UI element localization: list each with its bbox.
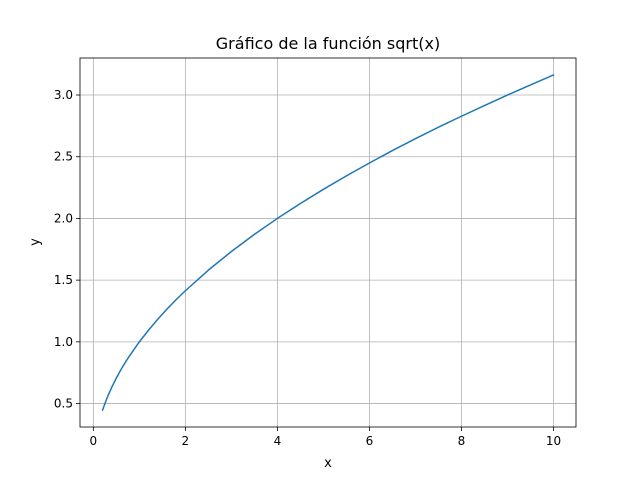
x-tick-label: 10 — [546, 434, 561, 448]
chart-title: Gráfico de la función sqrt(x) — [216, 34, 440, 53]
y-tick-label: 1.5 — [54, 273, 73, 287]
y-axis: 0.5 1.0 1.5 2.0 2.5 3.0 — [54, 88, 80, 411]
plot-area — [101, 74, 555, 412]
y-tick-label: 2.0 — [54, 211, 73, 225]
x-tick-label: 0 — [90, 434, 98, 448]
x-tick-label: 8 — [458, 434, 466, 448]
x-tick-label: 4 — [274, 434, 282, 448]
x-tick-label: 6 — [366, 434, 374, 448]
y-tick-label: 2.5 — [54, 150, 73, 164]
axes-frame — [79, 57, 577, 428]
y-tick-label: 1.0 — [54, 335, 73, 349]
x-axis: 0 2 4 6 8 10 — [90, 427, 561, 448]
y-tick-label: 0.5 — [54, 397, 73, 411]
series-line — [101, 74, 555, 412]
x-tick-label: 2 — [182, 434, 190, 448]
y-axis-label: y — [28, 238, 43, 246]
y-tick-label: 3.0 — [54, 88, 73, 102]
x-axis-label: x — [324, 456, 332, 471]
grid — [80, 58, 576, 427]
